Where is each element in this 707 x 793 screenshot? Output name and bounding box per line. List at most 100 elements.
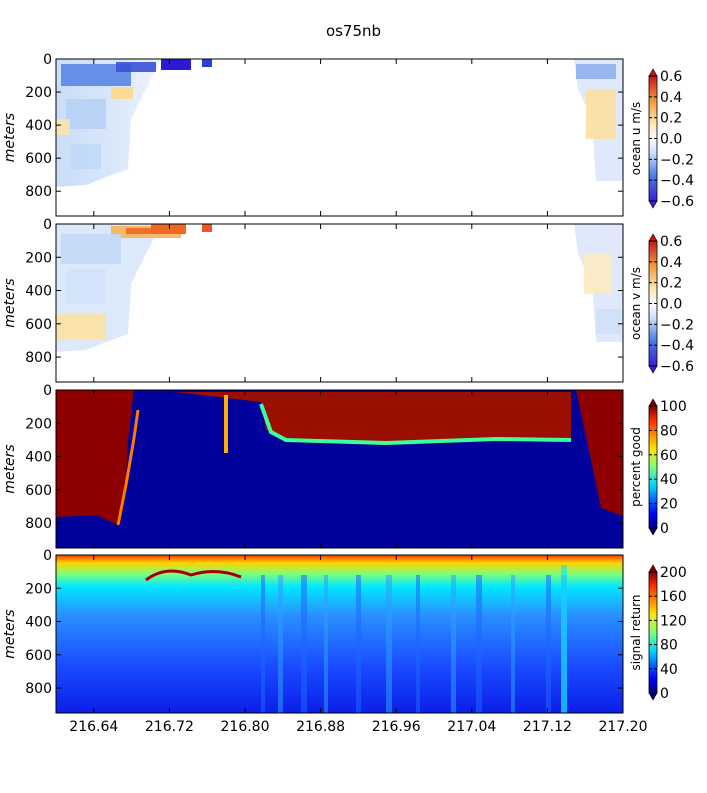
data-streak: [278, 575, 283, 713]
colorbar-tick-label: −0.4: [660, 173, 694, 189]
data-streak: [476, 575, 482, 713]
colorbar-tick-label: 0.2: [660, 276, 682, 292]
y-axis-label: meters: [2, 113, 18, 162]
data-patch: [56, 314, 106, 340]
colorbar-u: 0.6 0.4 0.2 0.0 −0.2 −0.4 −0.6 ocean u m/s: [629, 68, 694, 210]
y-tick-label: 800: [25, 681, 52, 697]
colorbar-tick-label: 120: [660, 613, 687, 629]
colorbar-extend-max: [648, 233, 658, 242]
plot-frame: [55, 58, 624, 217]
data-feature: [145, 569, 242, 582]
colorbar-tick-label: 80: [660, 423, 678, 439]
plot-frame: [55, 389, 624, 549]
colorbar-tick-label: −0.4: [660, 338, 694, 354]
y-tick-label: 400: [25, 450, 52, 466]
y-tick-label: 0: [43, 217, 52, 233]
y-tick-label: 800: [25, 516, 52, 532]
panel-v: 0 200 400 600 800 meters 0.6 0.4 0.2 0.0 −0.2 −0.4 −…: [2, 217, 694, 383]
colorbar-label: ocean v m/s: [629, 267, 643, 340]
data-patch: [576, 64, 616, 79]
data-streak: [224, 395, 228, 453]
colorbar-extend-min: [648, 200, 658, 209]
data-patch: [126, 228, 156, 234]
x-tick-label: 217.04: [447, 719, 496, 735]
data-streak: [261, 575, 265, 713]
colorbar-extend-max: [648, 68, 658, 77]
colorbar-tick-label: 40: [660, 472, 678, 488]
data-patch: [586, 89, 616, 139]
data-patch: [584, 254, 612, 294]
data-patch: [202, 224, 212, 232]
y-tick-label: 0: [43, 52, 52, 68]
data-streak: [356, 575, 361, 713]
y-tick-label: 200: [25, 581, 52, 597]
colorbar-gradient: [649, 76, 657, 201]
colorbar-frame: [648, 571, 658, 694]
figure-title: os75nb: [325, 22, 382, 40]
plot-frame: [55, 554, 624, 714]
y-tick-label: 800: [25, 350, 52, 366]
y-tick-label: 0: [43, 383, 52, 399]
y-tick-label: 600: [25, 151, 52, 167]
colorbar-v: 0.6 0.4 0.2 0.0 −0.2 −0.4 −0.6 ocean v m/s: [629, 233, 694, 375]
data-patch: [61, 234, 121, 264]
colorbar-amp: 200 160 120 80 40 0 signal return: [629, 564, 687, 702]
colorbar-gradient: [649, 406, 657, 528]
x-tick-label: 216.80: [221, 719, 270, 735]
data-background: [56, 555, 623, 713]
plot-frame: [55, 223, 624, 383]
y-axis-label: meters: [2, 278, 18, 327]
colorbar-tick-label: 0.4: [660, 255, 682, 271]
x-tick-label: 216.72: [145, 719, 194, 735]
data-streak: [386, 575, 392, 713]
data-patch: [161, 59, 191, 70]
data-patch: [66, 269, 106, 304]
data-patch: [596, 309, 621, 334]
x-tick-label: 216.96: [372, 719, 421, 735]
colorbar-label: ocean u m/s: [629, 102, 643, 176]
colorbar-frame: [648, 405, 658, 529]
colorbar-tick-label: 20: [660, 497, 678, 513]
x-tick-label: 216.88: [296, 719, 345, 735]
y-tick-label: 200: [25, 250, 52, 266]
y-tick-label: 0: [43, 548, 52, 564]
colorbar-tick-label: 0.4: [660, 90, 682, 106]
colorbar-gradient: [649, 572, 657, 693]
colorbar-tick-label: −0.2: [660, 317, 694, 333]
colorbar-extend-min: [648, 527, 658, 536]
data-streak: [546, 575, 551, 713]
colorbar-tick-label: 40: [660, 662, 678, 678]
data-streak: [511, 575, 515, 713]
y-tick-label: 600: [25, 648, 52, 664]
data-patch: [151, 224, 186, 234]
data-streak: [451, 575, 456, 713]
y-tick-label: 400: [25, 118, 52, 134]
colorbar-tick-label: 200: [660, 565, 687, 581]
y-axis-label: meters: [2, 444, 18, 493]
left-data-region: [56, 390, 134, 525]
colorbar-tick-label: 0: [660, 521, 669, 537]
colorbar-label: percent good: [629, 427, 643, 507]
colorbar-tick-label: 0.6: [660, 69, 682, 85]
colorbar-gradient: [649, 241, 657, 366]
y-tick-label: 400: [25, 284, 52, 300]
y-tick-label: 200: [25, 85, 52, 101]
y-tick-label: 600: [25, 483, 52, 499]
y-tick-label: 200: [25, 416, 52, 432]
colorbar-tick-label: 0: [660, 686, 669, 702]
data-edge: [259, 403, 572, 446]
colorbar-tick-label: 0.0: [660, 132, 682, 148]
y-tick-label: 800: [25, 184, 52, 200]
colorbar-tick-label: 0.2: [660, 111, 682, 127]
middle-data-region: [176, 392, 571, 442]
y-tick-label: 600: [25, 317, 52, 333]
data-streak: [301, 575, 307, 713]
data-edge: [116, 409, 140, 526]
data-patch: [66, 99, 106, 129]
data-patch: [202, 59, 212, 67]
data-patch: [61, 64, 131, 86]
colorbar-extend-min: [648, 365, 658, 374]
